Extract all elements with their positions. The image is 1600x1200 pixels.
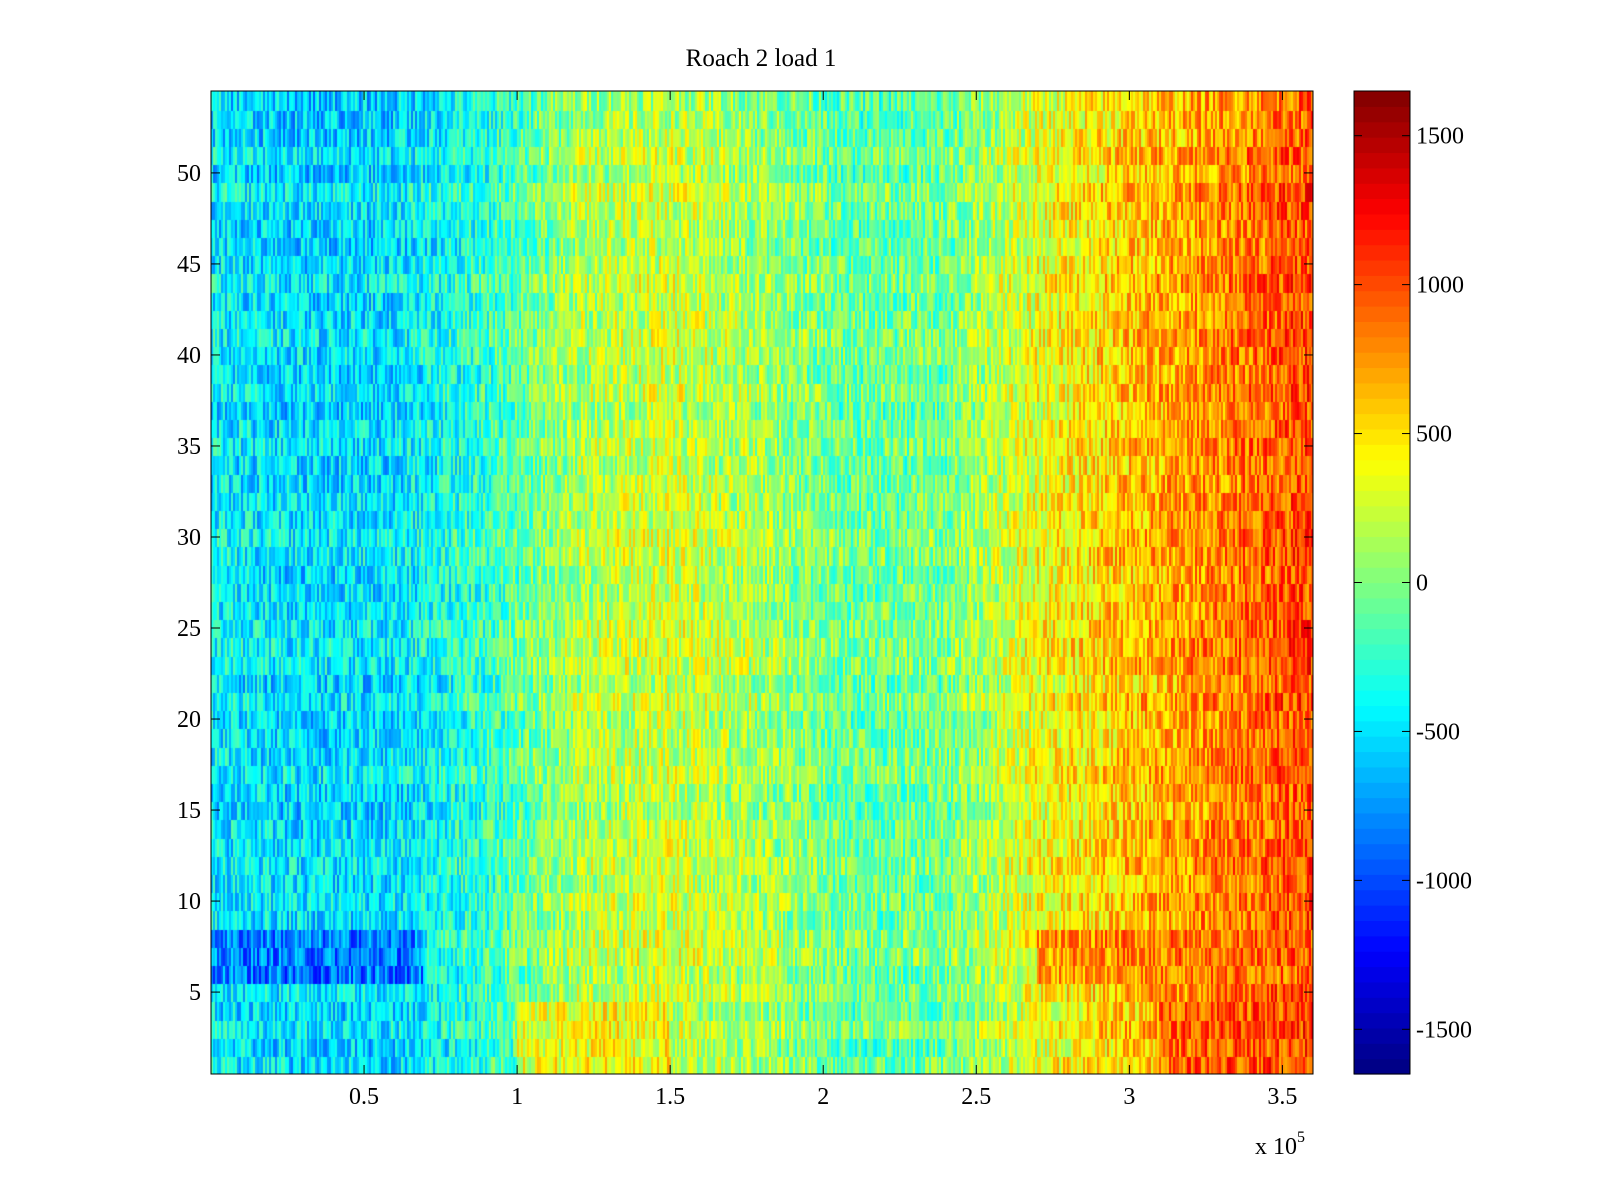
colorbar-tick-label: 0 — [1416, 571, 1428, 597]
x-tick-label: 0.5 — [349, 1084, 379, 1110]
x-tick-label: 3.5 — [1267, 1084, 1297, 1110]
colorbar-band — [1354, 290, 1410, 307]
colorbar-band — [1354, 121, 1410, 138]
colorbar-band — [1354, 643, 1410, 660]
colorbar-band — [1354, 1058, 1410, 1075]
x-tick-label: 2 — [817, 1084, 829, 1110]
colorbar-band — [1354, 551, 1410, 568]
colorbar-band — [1354, 905, 1410, 922]
y-tick-label: 15 — [177, 798, 201, 824]
colorbar-band — [1354, 858, 1410, 875]
colorbar-band — [1354, 920, 1410, 937]
colorbar-band — [1354, 106, 1410, 123]
colorbar-band — [1354, 981, 1410, 998]
colorbar-band — [1354, 244, 1410, 261]
y-tick-label: 25 — [177, 616, 201, 642]
colorbar — [1354, 91, 1410, 1075]
colorbar-band — [1354, 966, 1410, 983]
x-tick-label: 3 — [1123, 1084, 1135, 1110]
y-tick-label: 5 — [189, 980, 201, 1006]
colorbar-band — [1354, 797, 1410, 814]
colorbar-band — [1354, 628, 1410, 645]
y-axis: 5 10 15 20 25 30 35 40 45 50 — [177, 161, 1313, 1006]
heatmap-cells — [211, 91, 1313, 1074]
colorbar-band — [1354, 951, 1410, 968]
colorbar-axis: 1500 1000 500 0 -500 -1000 -1500 — [1354, 124, 1472, 1043]
y-tick-label: 35 — [177, 434, 201, 460]
colorbar-band — [1354, 567, 1410, 584]
colorbar-band — [1354, 367, 1410, 384]
colorbar-band — [1354, 536, 1410, 553]
x-tick-label: 1.5 — [655, 1084, 685, 1110]
colorbar-band — [1354, 213, 1410, 230]
colorbar-band — [1354, 413, 1410, 430]
colorbar-band — [1354, 720, 1410, 737]
colorbar-band — [1354, 843, 1410, 860]
colorbar-band — [1354, 1043, 1410, 1060]
colorbar-band — [1354, 659, 1410, 676]
y-tick-label: 10 — [177, 889, 201, 915]
colorbar-band — [1354, 505, 1410, 522]
colorbar-band — [1354, 613, 1410, 630]
colorbar-band — [1354, 1012, 1410, 1029]
colorbar-band — [1354, 828, 1410, 845]
colorbar-band — [1354, 428, 1410, 445]
colorbar-band — [1354, 444, 1410, 461]
colorbar-band — [1354, 275, 1410, 292]
colorbar-tick-label: 1500 — [1416, 124, 1464, 150]
colorbar-band — [1354, 459, 1410, 476]
colorbar-band — [1354, 597, 1410, 614]
colorbar-band — [1354, 306, 1410, 322]
colorbar-tick-label: -1500 — [1416, 1017, 1472, 1043]
colorbar-band — [1354, 782, 1410, 799]
y-tick-label: 30 — [177, 525, 201, 551]
colorbar-band — [1354, 674, 1410, 691]
colorbar-band — [1354, 766, 1410, 783]
colorbar-band — [1354, 229, 1410, 246]
colorbar-band — [1354, 690, 1410, 706]
colorbar-band — [1354, 321, 1410, 338]
colorbar-band — [1354, 382, 1410, 399]
colorbar-band — [1354, 137, 1410, 154]
colorbar-band — [1354, 183, 1410, 200]
colorbar-band — [1354, 582, 1410, 599]
y-tick-label: 50 — [177, 161, 201, 187]
colorbar-band — [1354, 935, 1410, 952]
colorbar-band — [1354, 889, 1410, 906]
colorbar-band — [1354, 336, 1410, 353]
colorbar-band — [1354, 259, 1410, 276]
plot-area-frame — [210, 90, 1314, 1075]
colorbar-tick-label: -1000 — [1416, 868, 1472, 894]
x-axis-multiplier-exponent: 5 — [1297, 1129, 1305, 1146]
colorbar-band — [1354, 705, 1410, 722]
colorbar-band — [1354, 167, 1410, 184]
heatmap-image — [211, 91, 1313, 1074]
colorbar-band — [1354, 521, 1410, 538]
colorbar-band — [1354, 997, 1410, 1014]
colorbar-band — [1354, 152, 1410, 169]
colorbar-band — [1354, 398, 1410, 415]
colorbar-band — [1354, 474, 1410, 491]
colorbar-band — [1354, 352, 1410, 369]
chart-title: Roach 2 load 1 — [686, 45, 837, 72]
colorbar-band — [1354, 736, 1410, 753]
colorbar-tick-label: 1000 — [1416, 273, 1464, 299]
colorbar-band — [1354, 751, 1410, 768]
colorbar-band — [1354, 198, 1410, 215]
colorbar-band — [1354, 91, 1410, 107]
colorbar-band — [1354, 1027, 1410, 1044]
y-tick-label: 40 — [177, 343, 201, 369]
x-axis-multiplier: x 105 — [1255, 1129, 1305, 1160]
y-tick-label: 20 — [177, 707, 201, 733]
x-tick-label: 2.5 — [961, 1084, 991, 1110]
x-tick-label: 1 — [511, 1084, 523, 1110]
colorbar-band — [1354, 490, 1410, 507]
y-tick-label: 45 — [177, 252, 201, 278]
colorbar-tick-label: -500 — [1416, 719, 1460, 745]
colorbar-band — [1354, 874, 1410, 891]
colorbar-tick-label: 500 — [1416, 422, 1452, 448]
x-axis: 0.5 1 1.5 2 2.5 3 3.5 — [349, 91, 1297, 1110]
colorbar-band — [1354, 812, 1410, 829]
